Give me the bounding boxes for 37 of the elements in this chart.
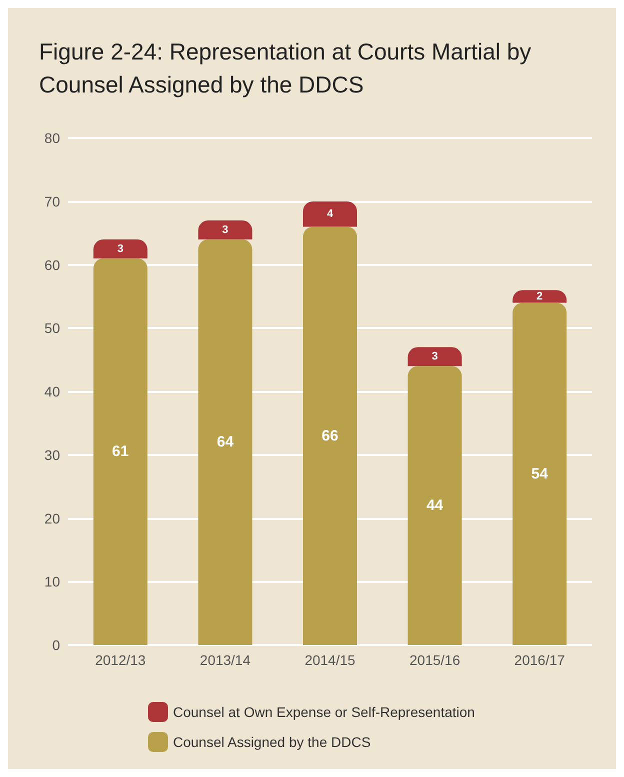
bar — [93, 239, 148, 258]
y-tick-label: 10 — [44, 574, 60, 590]
y-tick-label: 60 — [44, 256, 60, 273]
data-label: 2 — [536, 290, 543, 302]
y-tick-label: 30 — [44, 446, 60, 463]
bar — [198, 220, 252, 240]
data-label: 66 — [322, 427, 338, 444]
bar — [512, 302, 567, 645]
y-tick-label: 70 — [44, 193, 60, 210]
x-tick-label: 2014/15 — [304, 652, 356, 668]
y-tick-label: 0 — [52, 637, 60, 653]
chart-title: Figure 2-24: Representation at Courts Martial by Counsel Assigned by the DDCS — [39, 38, 538, 98]
bar — [408, 347, 462, 366]
bar — [93, 258, 148, 645]
bar — [303, 201, 357, 227]
data-label: 44 — [426, 497, 444, 514]
bar — [303, 226, 357, 645]
data-label: 61 — [112, 443, 129, 460]
x-tick-label: 2013/14 — [200, 652, 251, 668]
data-label: 3 — [432, 350, 438, 363]
x-tick-label: 2012/13 — [95, 652, 146, 668]
x-tick-label: 2015/16 — [409, 652, 460, 668]
data-label: 4 — [326, 208, 334, 220]
bar — [198, 239, 252, 645]
legend-label: Counsel at Own Expense or Self-Representation — [173, 704, 475, 720]
legend-label: Counsel Assigned by the DDCS — [173, 734, 371, 750]
y-tick-label: 80 — [44, 130, 60, 146]
data-label: 3 — [222, 224, 228, 236]
data-label: 54 — [531, 465, 549, 482]
bar — [408, 366, 462, 645]
y-tick-label: 20 — [44, 510, 60, 526]
bar — [512, 290, 567, 303]
x-tick-label: 2016/17 — [514, 652, 566, 668]
data-label: 3 — [117, 242, 124, 255]
y-tick-label: 40 — [44, 384, 60, 400]
data-label: 64 — [216, 434, 234, 451]
y-tick-label: 50 — [44, 320, 60, 336]
